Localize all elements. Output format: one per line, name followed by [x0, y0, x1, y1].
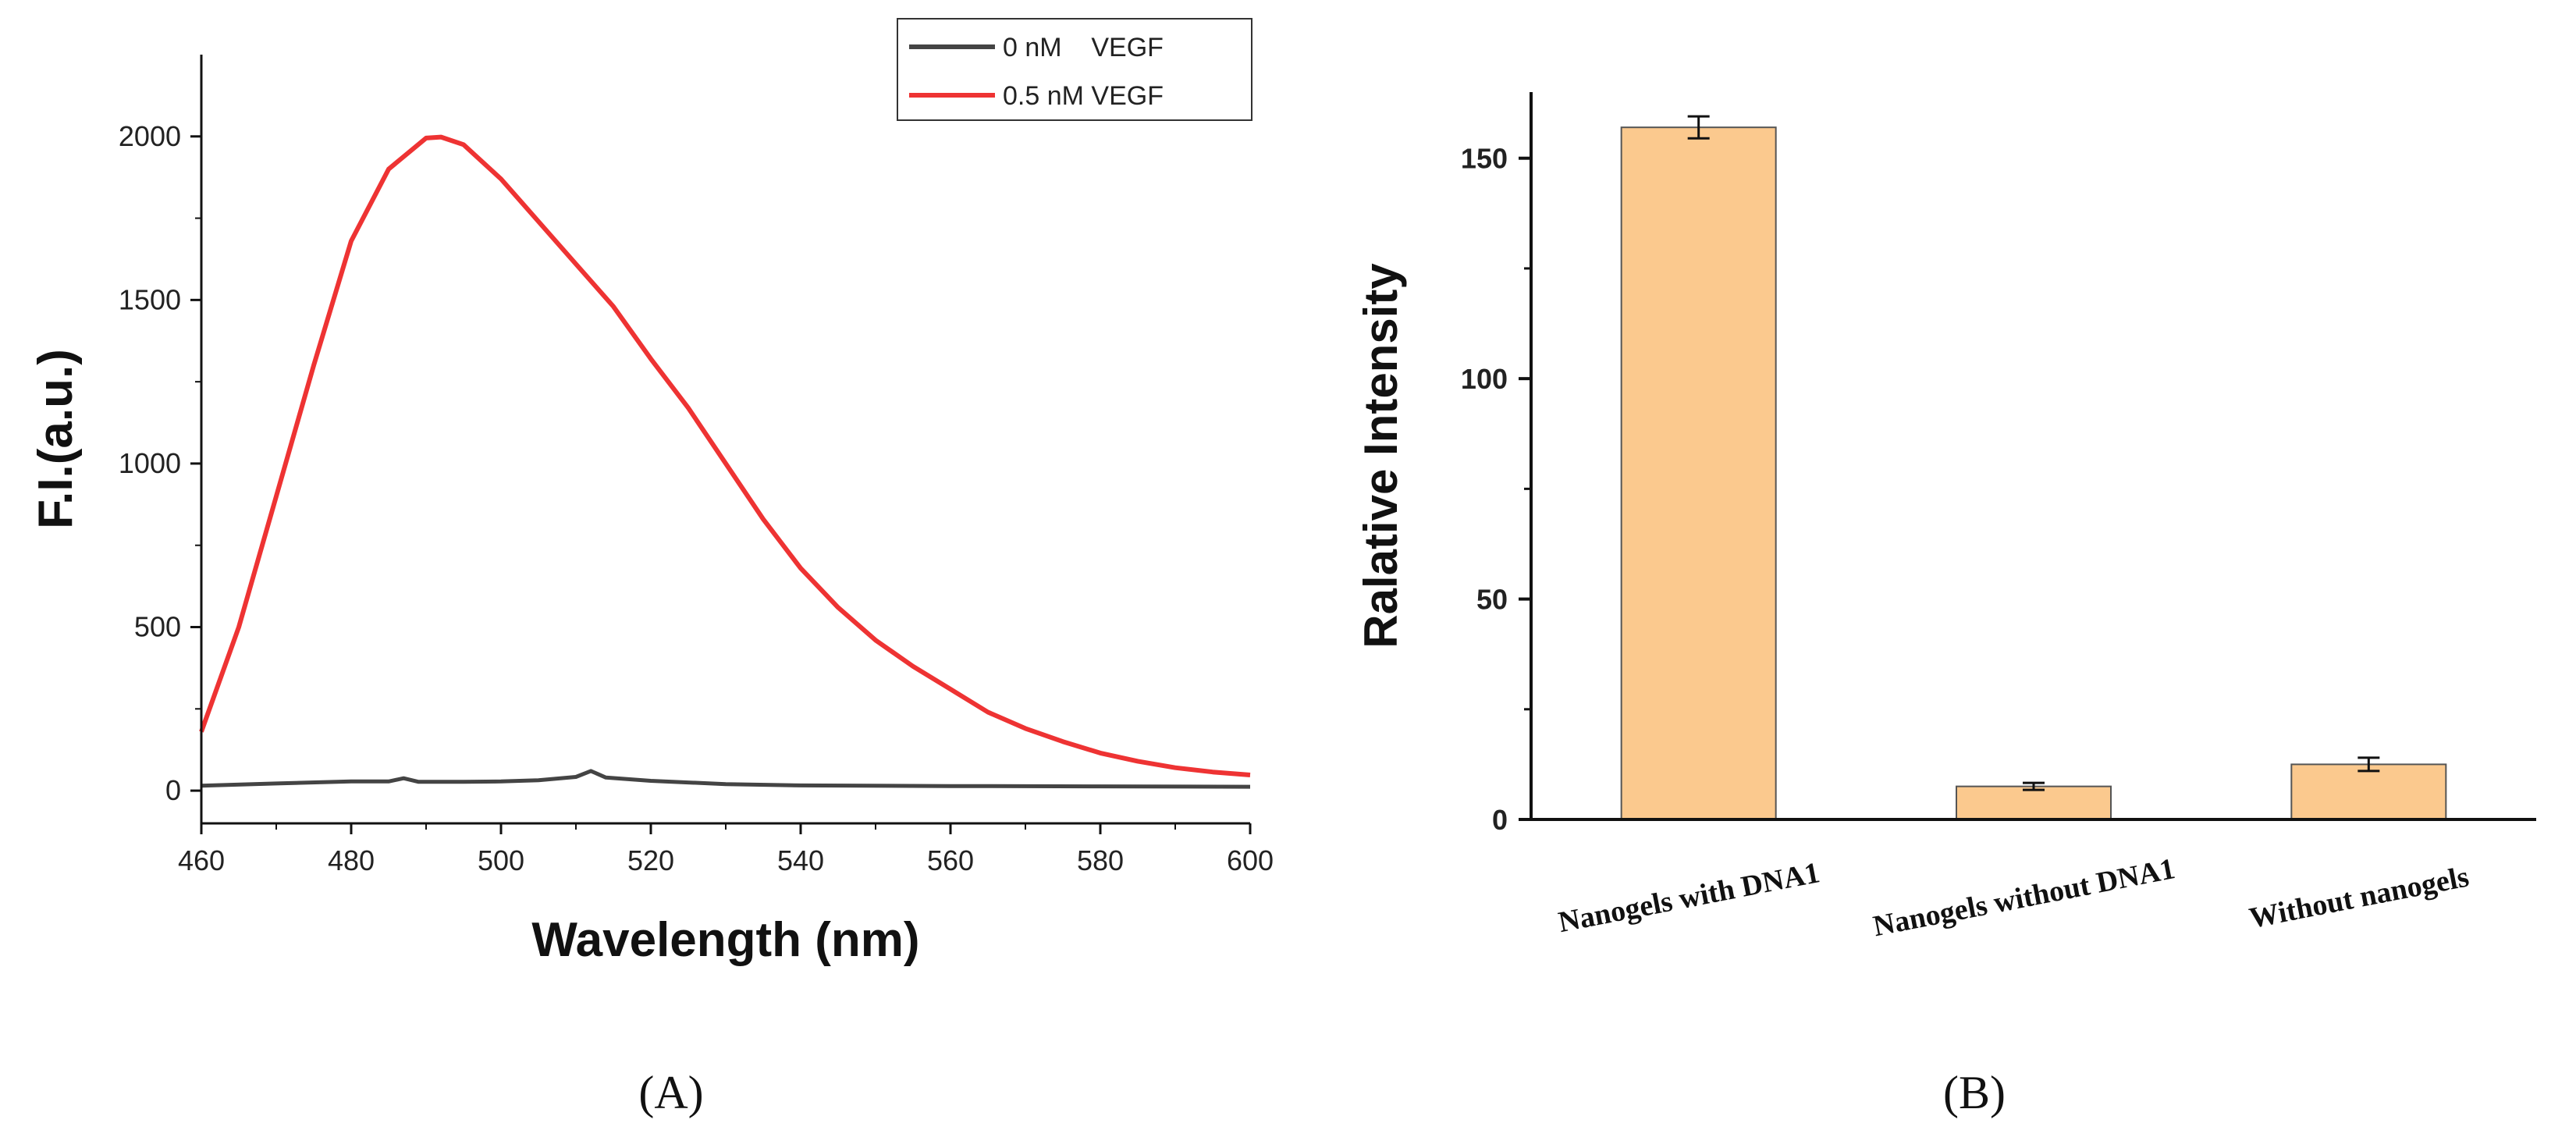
legend-label-0nm: 0 nM VEGF	[1003, 33, 1164, 62]
y-tick-label: 2000	[119, 120, 181, 152]
bar-2	[2290, 763, 2447, 820]
x-tick-label: 500	[478, 844, 524, 876]
category-label-1: Nanogels without DNA1	[1871, 852, 2178, 943]
x-tick-label: 560	[927, 844, 974, 876]
series-line-05nm-vegf	[199, 134, 1251, 777]
legend: 0 nM VEGF 0.5 nM VEGF	[897, 18, 1252, 121]
x-tick-label: 520	[627, 844, 674, 876]
x-tick-label: 580	[1077, 844, 1124, 876]
x-axis-title: Wavelength (nm)	[531, 913, 919, 967]
y-axis-title: F.I.(a.u.)	[29, 349, 83, 529]
category-label-0: Nanogels with DNA1	[1556, 856, 1823, 939]
bar-chart-panel: 0 50 100 150 Nanogels with DNA1 Nanogels wit…	[1355, 92, 2536, 1118]
series-line-0nm-vegf	[201, 769, 1251, 789]
x-tick-label: 540	[777, 844, 824, 876]
legend-box	[897, 18, 1252, 121]
y-tick-label: 150	[1461, 143, 1508, 175]
panel-label-a: (A)	[638, 1067, 703, 1118]
y-tick-label: 50	[1476, 584, 1508, 616]
x-tick-label: 600	[1227, 844, 1274, 876]
line-chart-panel: 460 480 500 520 540 560 580 600 0 500 1000 1500 200…	[29, 18, 1274, 1118]
x-tick-label: 480	[328, 844, 375, 876]
y-axis-title: Ralative Intensity	[1355, 263, 1407, 649]
x-tick-label: 460	[178, 844, 225, 876]
panel-label-b: (B)	[1943, 1067, 2006, 1118]
y-tick-label: 0	[165, 774, 181, 806]
category-label-2: Without nanogels	[2247, 860, 2471, 935]
y-tick-label: 0	[1492, 804, 1508, 836]
y-tick-label: 1500	[119, 283, 181, 315]
y-tick-label: 500	[134, 611, 181, 643]
y-tick-label: 100	[1461, 363, 1508, 395]
bar-1	[1956, 785, 2112, 820]
y-tick-label: 1000	[119, 447, 181, 479]
legend-label-05nm: 0.5 nM VEGF	[1003, 81, 1164, 111]
bar-0	[1620, 126, 1777, 821]
